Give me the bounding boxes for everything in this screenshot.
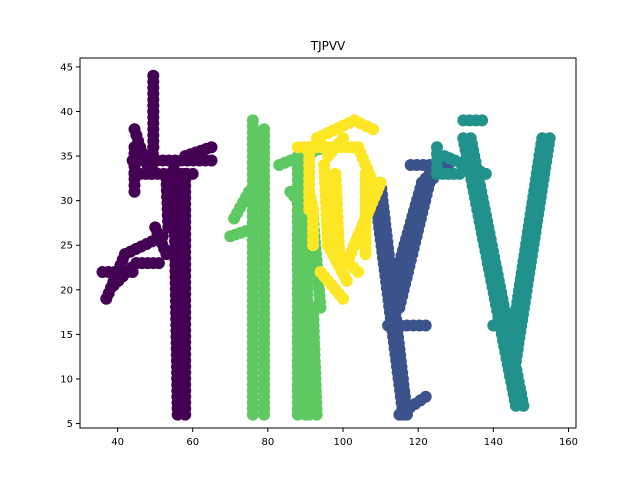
x-tick-label: 40 bbox=[111, 437, 124, 448]
data-point bbox=[419, 390, 432, 403]
data-point bbox=[419, 319, 432, 332]
data-point bbox=[479, 167, 492, 180]
data-point bbox=[254, 185, 267, 198]
data-point bbox=[374, 176, 387, 189]
y-tick-label: 40 bbox=[60, 107, 73, 118]
data-point bbox=[205, 154, 218, 167]
data-point bbox=[359, 248, 372, 261]
data-point bbox=[337, 292, 349, 305]
data-points bbox=[96, 69, 556, 421]
data-point bbox=[179, 150, 192, 163]
x-tick-label: 160 bbox=[559, 437, 578, 448]
data-point bbox=[517, 399, 530, 412]
x-tick-label: 80 bbox=[262, 437, 275, 448]
data-point bbox=[246, 408, 259, 421]
series-1 bbox=[370, 159, 455, 421]
chart-title: TJPVV bbox=[310, 39, 346, 53]
y-tick-label: 45 bbox=[60, 62, 73, 73]
series-4 bbox=[291, 114, 387, 305]
data-point bbox=[337, 132, 349, 145]
data-point bbox=[179, 408, 192, 421]
data-point bbox=[352, 266, 365, 278]
data-point bbox=[340, 274, 353, 287]
data-point bbox=[513, 319, 526, 332]
data-point bbox=[126, 266, 139, 278]
plot-area-frame bbox=[79, 57, 577, 429]
data-point bbox=[453, 167, 466, 180]
x-tick-label: 60 bbox=[186, 437, 199, 448]
data-point bbox=[307, 239, 319, 252]
data-point bbox=[152, 257, 165, 270]
data-point bbox=[250, 221, 263, 234]
y-tick-label: 30 bbox=[60, 196, 73, 207]
x-tick-label: 120 bbox=[409, 437, 428, 448]
y-tick-label: 15 bbox=[60, 330, 73, 341]
axis-ticks: 40 60 80 100 120 140 160 5 10 15 20 25 30 35 40 45 bbox=[60, 62, 578, 448]
y-tick-label: 20 bbox=[60, 285, 73, 296]
x-tick-label: 140 bbox=[484, 437, 503, 448]
series-0 bbox=[96, 69, 218, 421]
data-point bbox=[543, 132, 556, 145]
data-point bbox=[162, 221, 175, 234]
data-point bbox=[149, 221, 162, 234]
data-point bbox=[258, 408, 271, 421]
data-point bbox=[310, 408, 323, 421]
y-tick-label: 35 bbox=[60, 152, 73, 163]
data-point bbox=[299, 408, 312, 421]
data-point bbox=[367, 123, 380, 136]
data-point bbox=[128, 141, 141, 154]
data-point bbox=[314, 301, 327, 314]
series-2 bbox=[431, 114, 556, 412]
y-tick-label: 25 bbox=[60, 241, 73, 252]
data-point bbox=[476, 114, 489, 127]
y-tick-label: 5 bbox=[67, 419, 73, 430]
y-tick-label: 10 bbox=[60, 374, 73, 385]
x-tick-label: 100 bbox=[333, 437, 352, 448]
